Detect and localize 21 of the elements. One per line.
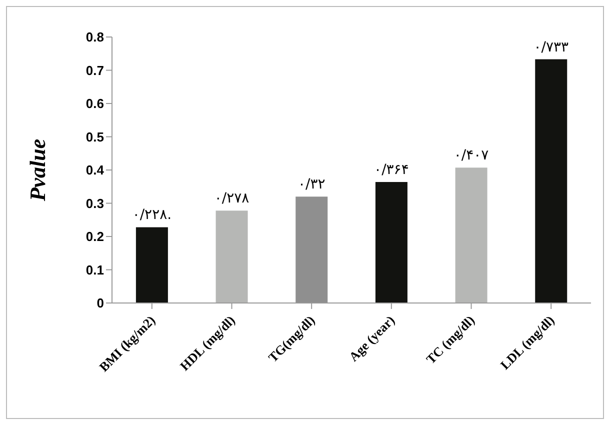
data-label: ۰/۷۳۳	[534, 39, 569, 56]
y-tick-label: 0.8	[86, 30, 104, 45]
bar	[136, 227, 168, 303]
y-tick-label: 0.6	[86, 96, 104, 112]
bar	[535, 59, 568, 303]
y-axis-title: Pvalue	[24, 138, 50, 202]
y-tick-label: 0.5	[86, 129, 104, 144]
y-tick-label: 0.1	[86, 262, 104, 278]
y-tick-label: 0.4	[86, 162, 105, 178]
data-label: ۰/۴۰۷	[454, 148, 490, 164]
y-tick-label: 0	[96, 296, 104, 311]
bar	[455, 168, 488, 303]
data-label: ۰/۲۲۸.	[132, 207, 172, 224]
y-tick-label: 0.3	[86, 196, 104, 211]
y-tick-label: 0.2	[86, 229, 104, 244]
bar	[216, 210, 248, 303]
y-tick-label: 0.7	[86, 62, 104, 78]
bar	[375, 182, 408, 303]
data-label: ۰/۲۷۸	[214, 190, 250, 207]
data-label: ۰/۳۶۴	[374, 162, 409, 178]
data-label: ۰/۳۲	[298, 176, 326, 193]
